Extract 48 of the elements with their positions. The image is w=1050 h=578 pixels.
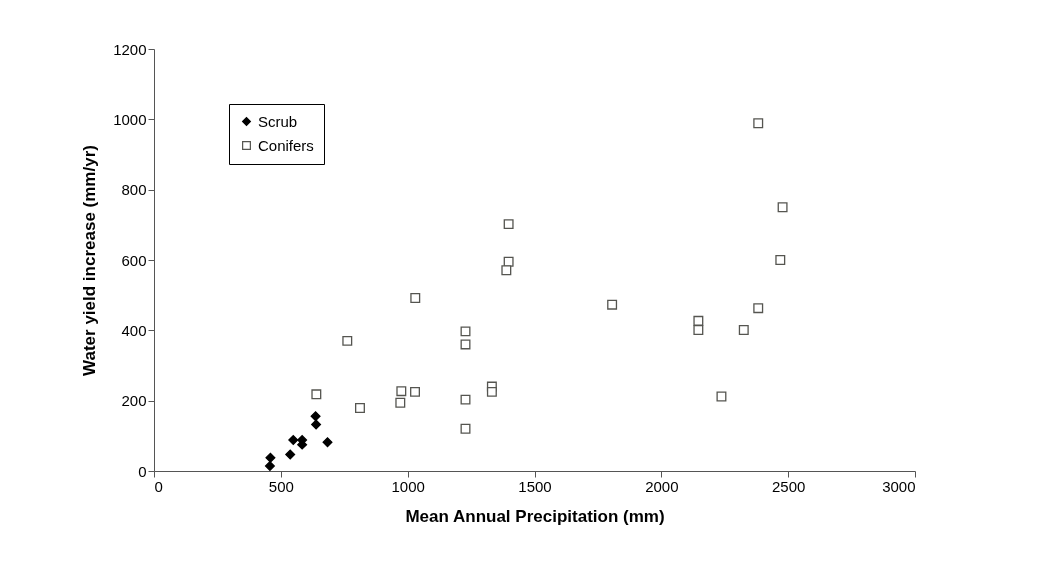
point — [410, 293, 421, 303]
point — [501, 265, 512, 276]
x-tick-label: 2000 — [645, 477, 679, 495]
point — [285, 449, 296, 460]
point — [355, 403, 365, 414]
x-tick-label: 1000 — [391, 477, 425, 495]
legend-label: Scrub — [258, 112, 298, 130]
y-tick-label: 600 — [121, 251, 147, 269]
y-tick-label: 1200 — [113, 40, 147, 58]
point — [311, 419, 322, 430]
point — [716, 391, 727, 402]
point — [342, 335, 353, 346]
x-tick-label: 500 — [268, 477, 294, 495]
point — [460, 339, 471, 350]
point — [486, 386, 497, 397]
point — [503, 219, 514, 230]
point — [607, 299, 618, 310]
point — [264, 461, 275, 472]
point — [460, 394, 471, 405]
y-tick-label: 200 — [121, 392, 147, 410]
point — [310, 411, 321, 422]
y-tick-label: 800 — [121, 181, 147, 199]
point — [693, 315, 704, 326]
x-tick-label: 0 — [154, 477, 163, 495]
x-axis-title: Mean Annual Precipitation (mm) — [405, 506, 665, 526]
point — [460, 423, 471, 434]
y-axis-title: Water yield increase (mm/yr) — [80, 145, 100, 376]
point — [753, 118, 764, 129]
x-tick-label: 3000 — [882, 477, 916, 495]
point — [322, 437, 333, 448]
point — [265, 452, 276, 463]
point — [395, 397, 406, 408]
point — [460, 326, 471, 337]
y-tick-label: 400 — [121, 321, 147, 339]
point — [410, 386, 420, 397]
point — [311, 389, 322, 400]
point — [396, 386, 407, 397]
x-tick-label: 2500 — [771, 477, 806, 495]
point — [693, 325, 704, 335]
point — [288, 435, 299, 446]
y-tick-label: 1000 — [113, 110, 147, 128]
point — [775, 255, 786, 265]
point — [753, 303, 764, 314]
x-tick-label: 1500 — [518, 477, 552, 495]
point — [738, 325, 749, 335]
point — [777, 202, 788, 213]
y-tick-label: 0 — [138, 462, 147, 480]
legend-label: Conifers — [258, 136, 314, 154]
